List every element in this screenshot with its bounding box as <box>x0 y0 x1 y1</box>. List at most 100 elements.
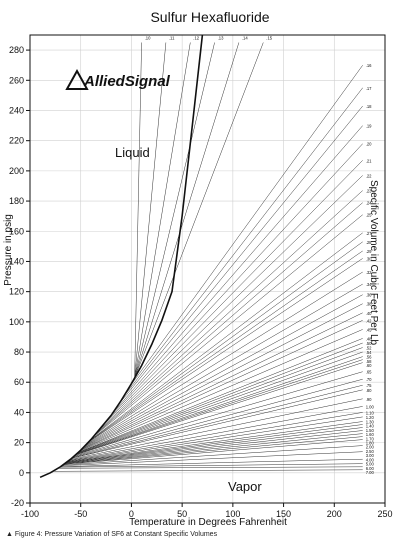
specific-volume-label: .52 <box>366 346 372 351</box>
specific-volume-label: .58 <box>366 359 372 364</box>
y-tick-label: -20 <box>11 498 24 508</box>
isochore-line <box>92 214 363 438</box>
specific-volume-label: .30 <box>366 256 372 261</box>
isochore-line <box>93 202 363 436</box>
specific-volume-label: .13 <box>218 36 224 41</box>
specific-volume-label: .42 <box>366 318 372 323</box>
specific-volume-label: .90 <box>366 397 372 402</box>
isochore-line <box>67 416 363 462</box>
isochore-line <box>73 371 363 457</box>
isochore-line <box>63 439 363 465</box>
specific-volume-label: 1.80 <box>366 441 375 446</box>
specific-volume-label: .22 <box>366 173 372 178</box>
isochore-line <box>70 398 363 460</box>
saturation-line <box>39 34 204 479</box>
right-axis-label: Specific Volume in Cubic Feet Per Lb <box>368 180 379 346</box>
isochore-line <box>134 42 191 379</box>
specific-volume-label: .80 <box>366 388 372 393</box>
specific-volume-label: .18 <box>366 104 372 109</box>
y-tick-label: 140 <box>9 256 24 266</box>
isochore-line <box>65 430 363 464</box>
isochore-line <box>64 433 363 464</box>
specific-volume-label: .60 <box>366 363 372 368</box>
specific-volume-label: .21 <box>366 158 372 163</box>
specific-volume-label: .65 <box>366 370 372 375</box>
x-tick-label: 250 <box>377 509 392 519</box>
specific-volume-label: .15 <box>266 36 272 41</box>
y-axis-label: Pressure in psig <box>3 214 14 286</box>
isochore-line <box>118 105 363 405</box>
brand-triangle-icon <box>65 68 89 90</box>
x-tick-label: 200 <box>327 509 342 519</box>
isochore-line <box>79 329 363 452</box>
isochore-line <box>134 42 215 379</box>
specific-volume-label: 1.40 <box>366 424 375 429</box>
isochore-line <box>100 160 363 428</box>
specific-volume-label: .28 <box>366 240 372 245</box>
specific-volume-label: .10 <box>145 36 151 41</box>
specific-volume-label: .75 <box>366 383 372 388</box>
isochore-line <box>77 347 363 454</box>
isochore-line <box>81 312 363 450</box>
specific-volume-label: .56 <box>366 355 372 360</box>
x-tick-label: 100 <box>225 509 240 519</box>
figure-caption: ▲ Figure 4: Pressure Variation of SF6 at… <box>6 531 218 538</box>
region-label-vapor: Vapor <box>228 479 262 494</box>
isochore-line <box>112 125 363 414</box>
isochore-line <box>82 303 363 449</box>
specific-volume-label: .50 <box>366 341 372 346</box>
specific-volume-label: .34 <box>366 282 372 287</box>
isochore-line <box>76 351 363 455</box>
specific-volume-label: 5.00 <box>366 462 375 467</box>
x-tick-label: -100 <box>21 509 39 519</box>
isochore-line <box>62 445 363 466</box>
isochore-line <box>52 469 363 472</box>
isochore-line <box>83 294 363 448</box>
isochore-line <box>65 427 363 464</box>
isochore-line <box>134 42 240 379</box>
isochore-line <box>69 406 363 461</box>
specific-volume-label: 2.00 <box>366 445 375 450</box>
specific-volume-label: 1.60 <box>366 432 375 437</box>
saturation-curve <box>39 34 204 479</box>
y-tick-label: 40 <box>14 407 24 417</box>
brand-name: AlliedSignal <box>83 73 171 90</box>
isochore-line <box>134 42 167 379</box>
specific-volume-label: .19 <box>366 124 372 129</box>
isochore-line <box>68 412 363 462</box>
isochore-line <box>66 421 363 463</box>
isochore-line <box>77 342 363 453</box>
specific-volume-label: .29 <box>366 249 372 254</box>
isochore-line <box>75 356 363 455</box>
x-tick-label: 150 <box>276 509 291 519</box>
specific-volume-label: 1.50 <box>366 428 375 433</box>
x-tick-label: 50 <box>177 509 187 519</box>
isochore-lines: .10 .11 .12 .13 .14 .15 .16 .17 .18 .19 .20 .21 .22.… <box>52 36 375 475</box>
isochore-line <box>71 389 363 459</box>
specific-volume-label: 1.20 <box>366 415 375 420</box>
specific-volume-label: .45 <box>366 327 372 332</box>
isochore-line <box>59 463 363 468</box>
y-tick-label: 80 <box>14 347 24 357</box>
y-tick-label: 260 <box>9 75 24 85</box>
y-tick-label: 240 <box>9 105 24 115</box>
brand-logo: AlliedSignal <box>65 68 171 90</box>
specific-volume-label: .40 <box>366 311 372 316</box>
specific-volume-label: .17 <box>366 86 372 91</box>
specific-volume-label: .25 <box>366 213 372 218</box>
specific-volume-label: .36 <box>366 293 372 298</box>
specific-volume-label: 1.00 <box>366 404 375 409</box>
isochore-line <box>123 87 363 398</box>
specific-volume-label: .23 <box>366 189 372 194</box>
y-tick-label: 100 <box>9 317 24 327</box>
specific-volume-label: .24 <box>366 201 372 206</box>
y-tick-label: 20 <box>14 438 24 448</box>
specific-volume-label: 3.00 <box>366 453 375 458</box>
isochore-line <box>90 232 363 440</box>
y-tick-label: 160 <box>9 226 24 236</box>
specific-volume-label: .12 <box>193 36 199 41</box>
x-tick-label: 0 <box>129 509 134 519</box>
isochore-line <box>75 362 363 456</box>
specific-volume-label: 2.50 <box>366 449 375 454</box>
